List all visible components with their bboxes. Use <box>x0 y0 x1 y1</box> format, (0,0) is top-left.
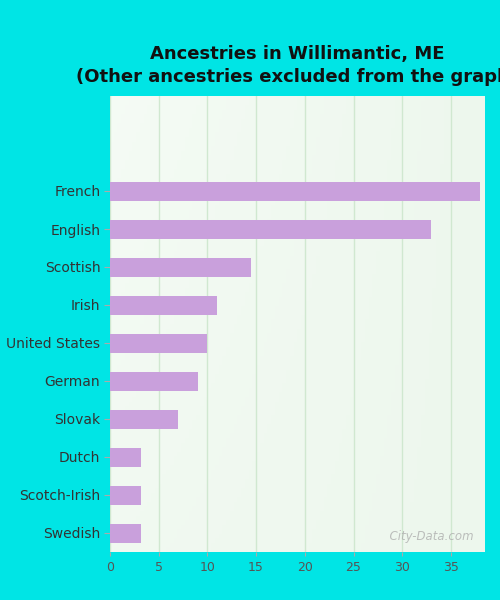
Bar <box>110 334 208 352</box>
Bar <box>110 485 141 505</box>
Bar <box>110 523 141 542</box>
Text: City-Data.com: City-Data.com <box>382 530 474 543</box>
Bar <box>110 257 251 277</box>
Title: Ancestries in Willimantic, ME
(Other ancestries excluded from the graph): Ancestries in Willimantic, ME (Other anc… <box>76 44 500 86</box>
Bar <box>110 220 432 238</box>
Bar <box>110 448 141 467</box>
Bar <box>110 295 217 314</box>
Bar <box>110 371 198 391</box>
Bar <box>110 409 178 428</box>
Bar <box>110 181 480 200</box>
